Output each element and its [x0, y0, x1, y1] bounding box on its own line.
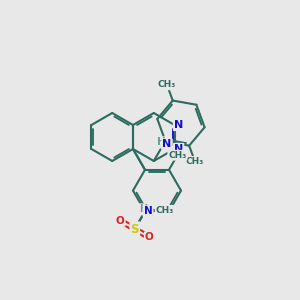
Text: H: H [140, 204, 148, 214]
Text: CH₃: CH₃ [156, 206, 174, 215]
Text: H: H [157, 137, 165, 147]
Text: N: N [174, 120, 183, 130]
Text: CH₃: CH₃ [158, 80, 176, 89]
Text: N: N [144, 206, 152, 216]
Text: N: N [174, 144, 183, 154]
Text: CH₃: CH₃ [186, 157, 204, 166]
Text: CH₃: CH₃ [168, 151, 187, 160]
Text: O: O [116, 216, 124, 226]
Text: S: S [130, 223, 139, 236]
Text: O: O [145, 232, 154, 242]
Text: N: N [162, 139, 172, 149]
